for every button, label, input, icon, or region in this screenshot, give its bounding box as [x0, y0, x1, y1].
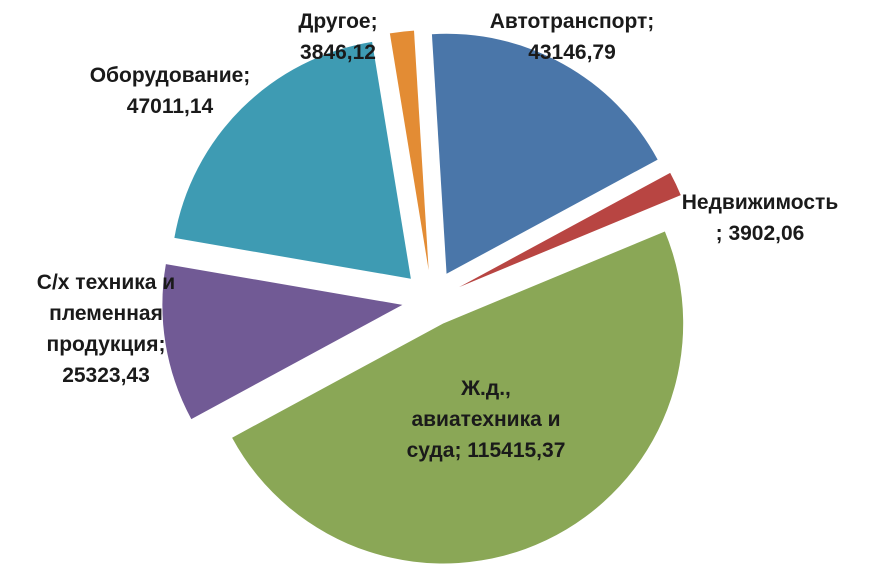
slice-label-line: С/х техника и — [37, 271, 175, 294]
slice-label-6: Другое; 3846,12 — [298, 10, 377, 64]
slice-label-line: Ж.д., — [460, 377, 511, 400]
slice-label-3: Ж.д., авиатехника и суда; 115415,37 — [407, 377, 566, 462]
slice-label-line: 43146,79 — [528, 41, 616, 64]
pie-slice-6 — [389, 30, 429, 271]
slice-label-line: продукция; — [47, 333, 166, 356]
pie-slice-3 — [232, 231, 684, 564]
slice-label-4: С/х техника и племенная продукция; 25323,43 — [37, 271, 175, 387]
slice-label-line: авиатехника и — [411, 408, 560, 431]
slice-label-line: Недвижимость — [682, 191, 839, 214]
slice-label-line: Автотранспорт; — [490, 10, 655, 33]
slice-label-line: Оборудование; — [90, 64, 251, 87]
pie-slice-2 — [459, 172, 681, 288]
slice-label-line: ; 3902,06 — [716, 222, 805, 245]
pie-slice-4 — [162, 264, 403, 420]
slice-label-line: 3846,12 — [300, 41, 376, 64]
slice-label-line: племенная — [49, 302, 163, 325]
pie-slice-5 — [174, 41, 411, 279]
pie-slice-1 — [431, 33, 658, 274]
slice-label-line: 25323,43 — [62, 364, 150, 387]
slice-label-line: суда; 115415,37 — [407, 439, 566, 462]
slice-label-5: Оборудование; 47011,14 — [90, 64, 251, 118]
slice-label-2: Недвижимость ; 3902,06 — [682, 191, 839, 245]
slice-label-line: Другое; — [298, 10, 377, 33]
slice-label-line: 47011,14 — [127, 95, 214, 118]
slice-label-1: Автотранспорт; 43146,79 — [490, 10, 655, 64]
